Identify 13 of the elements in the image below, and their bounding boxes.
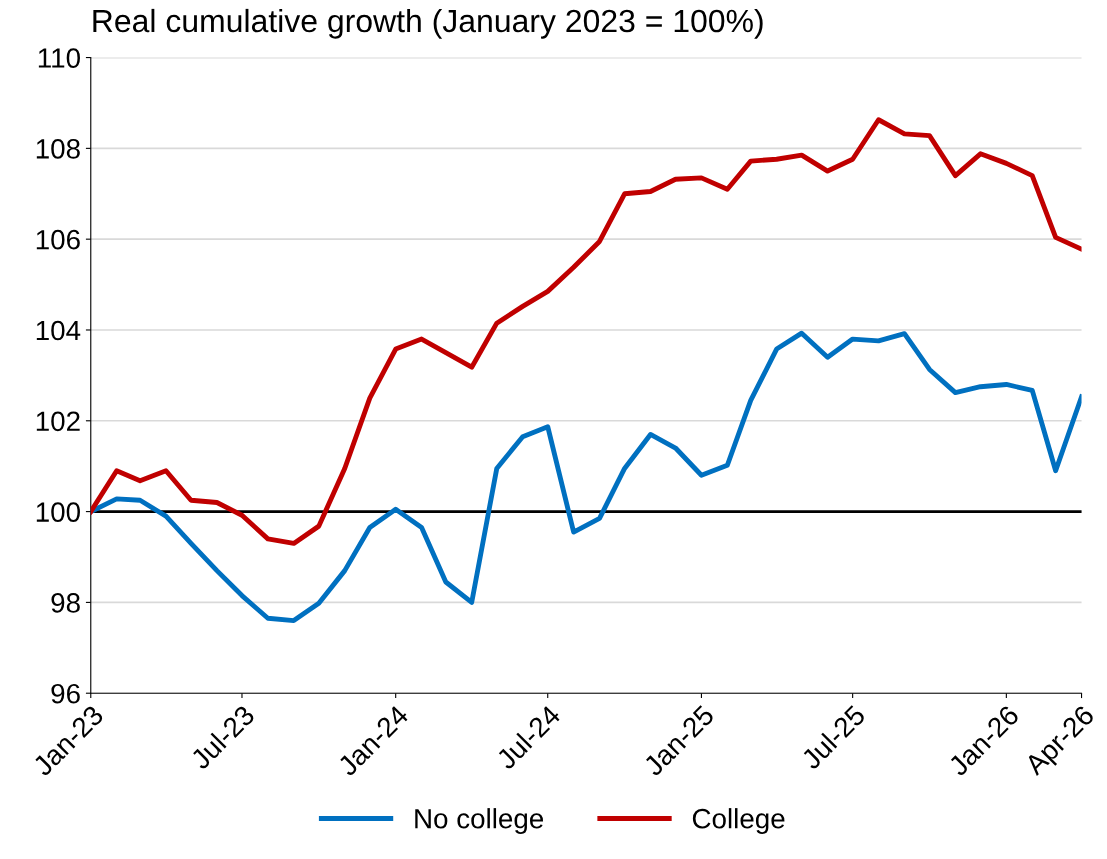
line-series [90, 330, 1082, 623]
y-tick-label: 100 [36, 502, 80, 522]
y-tick-label: 106 [36, 229, 80, 250]
legend-label: No college [415, 808, 544, 834]
y-tick-label: 98 [51, 593, 80, 613]
y-tick-label: 102 [36, 411, 80, 432]
y-tick-label: 96 [51, 683, 80, 704]
chart-title: Real cumulative growth (January 2023 = 100%) [93, 8, 763, 39]
legend-label: College [692, 808, 785, 834]
y-tick-label: 108 [36, 139, 80, 159]
line-series [90, 117, 1082, 546]
y-tick-label: 104 [36, 320, 81, 341]
y-tick-label: 110 [38, 48, 80, 68]
